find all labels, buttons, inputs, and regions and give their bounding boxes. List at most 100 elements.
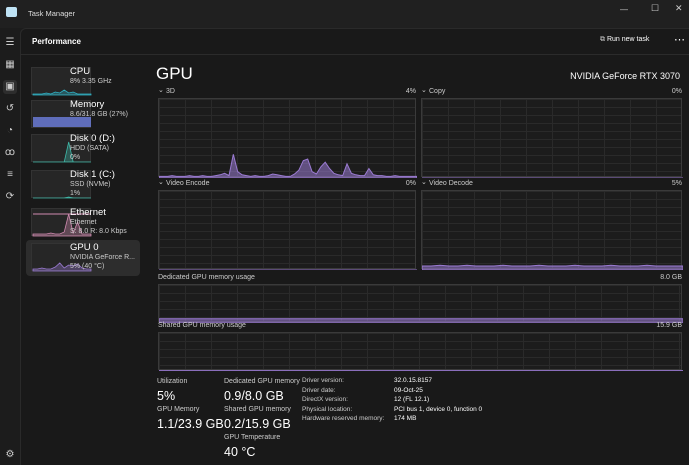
sidebar-item-gpu-0[interactable]: GPU 0 NVIDIA GeForce R... 5% (40 °C)	[26, 240, 140, 276]
title-bar: Task Manager — ☐ ✕	[0, 0, 689, 28]
graph-shared-gpu-memory-usage	[158, 332, 683, 371]
item-detail: NVIDIA GeForce R...	[70, 254, 135, 261]
gpu-device-name: NVIDIA GeForce RTX 3070	[570, 71, 680, 81]
chevron-down-icon[interactable]: ⌄	[421, 179, 427, 186]
item-detail: HDD (SATA)	[70, 145, 110, 152]
graph-3d	[158, 98, 417, 178]
graph-dedicated-gpu-memory-usage	[158, 284, 683, 323]
gpu-temperature-label: GPU Temperature	[224, 434, 281, 441]
graph-label: 3D	[166, 88, 175, 95]
run-task-icon: ⧉	[600, 36, 607, 43]
item-name: GPU 0	[70, 242, 99, 253]
thumbnail-graph	[31, 243, 92, 272]
services-icon[interactable]: ⟳	[5, 191, 15, 202]
graph-value: 15.9 GB	[656, 322, 682, 329]
close-button[interactable]: ✕	[675, 3, 683, 13]
item-name: Disk 1 (C:)	[70, 169, 115, 180]
nav-rail: ☰ ▦ ▣ ↺ ◔ ꝏ ≡ ⟳ ⚙	[0, 28, 20, 465]
detail-label: Driver version:	[302, 377, 344, 384]
detail-label: Physical location:	[302, 405, 353, 413]
thumbnail-graph	[31, 134, 91, 163]
app-history-icon[interactable]: ↺	[5, 103, 15, 114]
series-area	[422, 264, 683, 270]
thumbnail-graph	[31, 170, 91, 199]
sidebar-item-memory[interactable]: Memory 8.6/31.8 GB (27%)	[26, 97, 140, 133]
thumb-line	[33, 141, 91, 163]
series-area	[159, 154, 417, 178]
graph-video-decode	[421, 190, 683, 270]
shared-memory-label: Shared GPU memory	[224, 406, 291, 413]
app-icon	[6, 7, 17, 17]
item-detail-2: 5% (40 °C)	[70, 263, 105, 270]
thumbnail-graph	[31, 208, 92, 237]
detail-value: 12 (FL 12.1)	[394, 396, 430, 403]
detail-value: 174 MB	[394, 415, 417, 422]
utilization-label: Utilization	[157, 378, 188, 385]
detail-value: 09-Oct-25	[394, 386, 423, 394]
startup-apps-icon[interactable]: ◔	[6, 125, 14, 136]
item-detail: Ethernet	[70, 219, 97, 226]
thumb-line	[32, 262, 92, 272]
chevron-down-icon[interactable]: ⌄	[421, 87, 427, 94]
graph-label: Copy	[429, 88, 446, 95]
minimize-button[interactable]: —	[620, 5, 628, 14]
sidebar-item-disk-0-d[interactable]: Disk 0 (D:) HDD (SATA) 0%	[26, 131, 140, 167]
graph-copy	[421, 98, 683, 178]
processes-icon[interactable]: ▦	[5, 59, 15, 70]
detail-label: DirectX version:	[302, 396, 348, 403]
item-detail-2: 1%	[70, 190, 81, 197]
maximize-button[interactable]: ☐	[651, 3, 660, 13]
sidebar-item-ethernet[interactable]: Ethernet Ethernet S: 8.0 R: 8.0 Kbps	[26, 205, 140, 241]
settings-icon[interactable]: ⚙	[5, 449, 15, 460]
detail-label: Driver date:	[302, 386, 336, 394]
item-name: Disk 0 (D:)	[70, 133, 115, 144]
detail-value: PCI bus 1, device 0, function 0	[394, 405, 483, 413]
thumb-line	[33, 196, 91, 199]
detail-label: Hardware reserved memory:	[302, 415, 385, 422]
header: Performance ⧉ Run new task ⋯	[20, 28, 689, 55]
thumbnail-graph	[31, 67, 92, 96]
series-area	[159, 318, 683, 323]
graph-label: Video Encode	[166, 180, 210, 187]
item-name: Memory	[70, 99, 105, 110]
sidebar-item-cpu[interactable]: CPU 8% 3.35 GHz	[26, 64, 140, 100]
thumb-line	[32, 213, 92, 237]
item-detail-2: 0%	[70, 154, 81, 161]
graph-video-encode	[158, 190, 417, 270]
item-name: Ethernet	[70, 207, 106, 218]
graph-label: Shared GPU memory usage	[158, 322, 246, 329]
graph-value: 0%	[405, 180, 416, 187]
item-detail: 8.6/31.8 GB (27%)	[70, 111, 128, 118]
hamburger-menu-icon[interactable]: ☰	[5, 37, 15, 48]
gpu-memory-label: GPU Memory	[157, 406, 200, 413]
more-options-button[interactable]: ⋯	[674, 34, 685, 46]
dedicated-memory-value: 0.9/8.0 GB	[224, 389, 284, 403]
shared-memory-value: 0.2/15.9 GB	[224, 417, 291, 431]
page-title: Performance	[32, 37, 81, 46]
thumbnail-graph	[31, 100, 91, 128]
gpu-memory-value: 1.1/23.9 GB	[157, 417, 224, 431]
run-new-task-label: Run new task	[606, 36, 650, 43]
dedicated-memory-label: Dedicated GPU memory	[224, 378, 300, 385]
item-detail: SSD (NVMe)	[70, 181, 111, 188]
thumb-line	[32, 89, 92, 96]
window-title: Task Manager	[28, 9, 76, 18]
performance-icon[interactable]: ▣	[3, 80, 17, 94]
item-name: CPU	[70, 66, 91, 77]
graph-value: 5%	[671, 180, 682, 187]
sidebar-item-disk-1-c[interactable]: Disk 1 (C:) SSD (NVMe) 1%	[26, 167, 140, 203]
graph-label: Dedicated GPU memory usage	[158, 274, 255, 281]
details-icon[interactable]: ≡	[7, 169, 13, 180]
thumb-fill	[33, 117, 91, 127]
detail-value: 32.0.15.8157	[394, 377, 432, 384]
users-icon[interactable]: ꝏ	[4, 147, 16, 158]
chevron-down-icon[interactable]: ⌄	[158, 87, 164, 94]
chevron-down-icon[interactable]: ⌄	[158, 179, 164, 186]
graph-value: 8.0 GB	[660, 274, 682, 281]
graph-value: 0%	[671, 88, 682, 95]
item-detail: 8% 3.35 GHz	[70, 78, 112, 85]
gpu-title: GPU	[156, 64, 193, 83]
graph-label: Video Decode	[429, 180, 473, 187]
gpu-temperature-value: 40 °C	[224, 445, 256, 459]
run-new-task-button[interactable]: ⧉ Run new task	[600, 36, 649, 44]
